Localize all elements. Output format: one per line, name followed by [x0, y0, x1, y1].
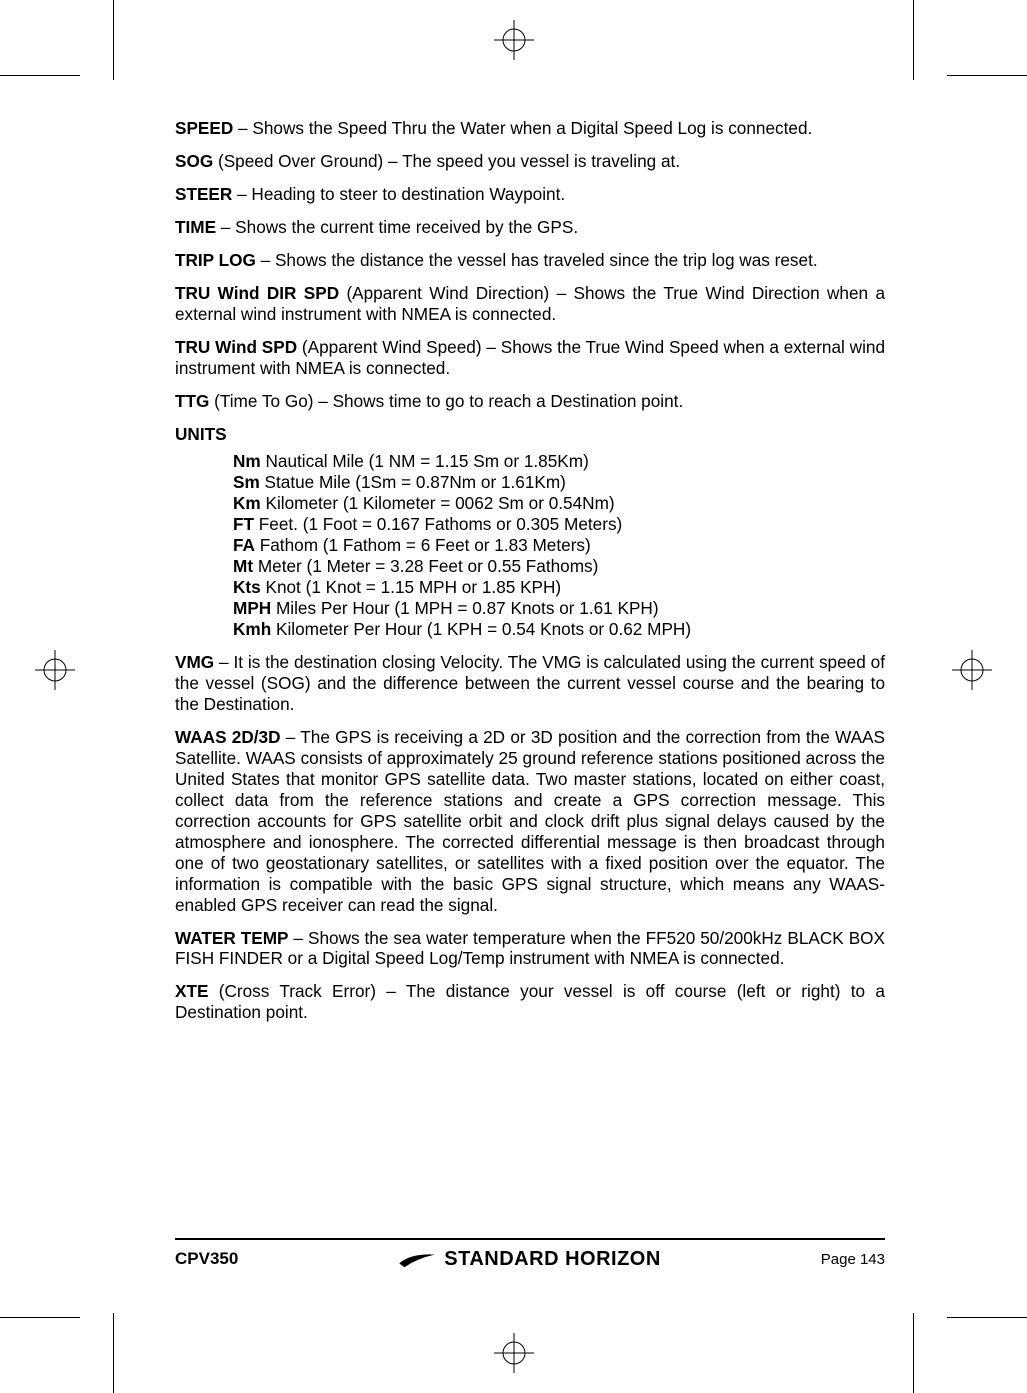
sep: –	[232, 184, 251, 204]
term: TRU Wind SPD	[175, 337, 297, 357]
registration-mark-icon	[494, 20, 534, 60]
abbr: FT	[233, 514, 254, 534]
units-list: Nm Nautical Mile (1 NM = 1.15 Sm or 1.85…	[233, 451, 885, 640]
swoosh-icon	[398, 1249, 436, 1269]
unit-text: Meter (1 Meter = 3.28 Feet or 0.55 Fatho…	[253, 556, 598, 576]
def-text: The GPS is receiving a 2D or 3D position…	[175, 727, 885, 915]
term: XTE	[175, 981, 208, 1001]
definition-truwinddirspd: TRU Wind DIR SPD (Apparent Wind Directio…	[175, 283, 885, 325]
crop-mark	[0, 1317, 80, 1318]
definition-vmg: VMG – It is the destination closing Velo…	[175, 652, 885, 715]
term: WATER TEMP	[175, 928, 289, 948]
unit-kts: Kts Knot (1 Knot = 1.15 MPH or 1.85 KPH)	[233, 577, 885, 598]
crop-mark	[913, 0, 914, 80]
page-footer: CPV350 STANDARD HORIZON Page 143	[175, 1238, 885, 1271]
term: WAAS 2D/3D	[175, 727, 281, 747]
sep: –	[281, 727, 301, 747]
unit-text: Miles Per Hour (1 MPH = 0.87 Knots or 1.…	[271, 598, 658, 618]
unit-mt: Mt Meter (1 Meter = 3.28 Feet or 0.55 Fa…	[233, 556, 885, 577]
abbr: Mt	[233, 556, 253, 576]
unit-fa: FA Fathom (1 Fathom = 6 Feet or 1.83 Met…	[233, 535, 885, 556]
term: TIME	[175, 217, 216, 237]
sep: –	[256, 250, 275, 270]
unit-text: Nautical Mile (1 NM = 1.15 Sm or 1.85Km)	[261, 451, 589, 471]
abbr: Km	[233, 493, 261, 513]
unit-ft: FT Feet. (1 Foot = 0.167 Fathoms or 0.30…	[233, 514, 885, 535]
unit-kmh: Kmh Kilometer Per Hour (1 KPH = 0.54 Kno…	[233, 619, 885, 640]
unit-km: Km Kilometer (1 Kilometer = 0062 Sm or 0…	[233, 493, 885, 514]
def-text: Shows the distance the vessel has travel…	[275, 250, 818, 270]
crop-mark	[947, 75, 1027, 76]
unit-sm: Sm Statue Mile (1Sm = 0.87Nm or 1.61Km)	[233, 472, 885, 493]
unit-text: Fathom (1 Fathom = 6 Feet or 1.83 Meters…	[255, 535, 591, 555]
footer-rule	[175, 1238, 885, 1240]
unit-text: Feet. (1 Foot = 0.167 Fathoms or 0.305 M…	[254, 514, 622, 534]
paren: (Time To Go) –	[209, 391, 332, 411]
def-text: Shows the Speed Thru the Water when a Di…	[252, 118, 812, 138]
abbr: Nm	[233, 451, 261, 471]
unit-text: Statue Mile (1Sm = 0.87Nm or 1.61Km)	[260, 472, 566, 492]
brand-text: STANDARD HORIZON	[444, 1248, 661, 1271]
sep: –	[233, 118, 252, 138]
sep: –	[216, 217, 235, 237]
crop-mark	[947, 1317, 1027, 1318]
definition-steer: STEER – Heading to steer to destination …	[175, 184, 885, 205]
term: SPEED	[175, 118, 233, 138]
abbr: MPH	[233, 598, 271, 618]
definition-watertemp: WATER TEMP – Shows the sea water tempera…	[175, 928, 885, 970]
paren: (Apparent Wind Direction) –	[339, 283, 573, 303]
definition-truwindspd: TRU Wind SPD (Apparent Wind Speed) – Sho…	[175, 337, 885, 379]
definition-triplog: TRIP LOG – Shows the distance the vessel…	[175, 250, 885, 271]
def-text: Shows time to go to reach a Destination …	[333, 391, 684, 411]
unit-nm: Nm Nautical Mile (1 NM = 1.15 Sm or 1.85…	[233, 451, 885, 472]
registration-mark-icon	[35, 650, 75, 690]
term: STEER	[175, 184, 232, 204]
paren: (Speed Over Ground) –	[213, 151, 402, 171]
page-number: Page 143	[821, 1251, 885, 1268]
paren: (Cross Track Error) –	[208, 981, 405, 1001]
term: VMG	[175, 652, 214, 672]
def-text: It is the destination closing Velocity. …	[175, 652, 885, 714]
crop-mark	[913, 1313, 914, 1393]
sep: –	[289, 928, 308, 948]
unit-text: Kilometer (1 Kilometer = 0062 Sm or 0.54…	[261, 493, 615, 513]
definition-ttg: TTG (Time To Go) – Shows time to go to r…	[175, 391, 885, 412]
definition-time: TIME – Shows the current time received b…	[175, 217, 885, 238]
abbr: Sm	[233, 472, 260, 492]
unit-text: Kilometer Per Hour (1 KPH = 0.54 Knots o…	[271, 619, 691, 639]
definition-xte: XTE (Cross Track Error) – The distance y…	[175, 981, 885, 1023]
definition-sog: SOG (Speed Over Ground) – The speed you …	[175, 151, 885, 172]
footer-model: CPV350	[175, 1249, 238, 1269]
crop-mark	[113, 1313, 114, 1393]
unit-text: Knot (1 Knot = 1.15 MPH or 1.85 KPH)	[261, 577, 561, 597]
def-text: The speed you vessel is traveling at.	[402, 151, 680, 171]
def-text: Heading to steer to destination Waypoint…	[251, 184, 565, 204]
abbr: Kts	[233, 577, 261, 597]
term: TRU Wind DIR SPD	[175, 283, 339, 303]
units-heading: UNITS	[175, 424, 885, 445]
def-text: Shows the current time received by the G…	[235, 217, 578, 237]
term: TTG	[175, 391, 209, 411]
term: SOG	[175, 151, 213, 171]
unit-mph: MPH Miles Per Hour (1 MPH = 0.87 Knots o…	[233, 598, 885, 619]
abbr: Kmh	[233, 619, 271, 639]
term: TRIP LOG	[175, 250, 256, 270]
definition-speed: SPEED – Shows the Speed Thru the Water w…	[175, 118, 885, 139]
sep: –	[214, 652, 233, 672]
crop-mark	[0, 75, 80, 76]
registration-mark-icon	[494, 1333, 534, 1373]
definition-waas: WAAS 2D/3D – The GPS is receiving a 2D o…	[175, 727, 885, 916]
page-body: SPEED – Shows the Speed Thru the Water w…	[175, 118, 885, 1035]
brand-logo: STANDARD HORIZON	[398, 1248, 661, 1271]
abbr: FA	[233, 535, 255, 555]
crop-mark	[113, 0, 114, 80]
registration-mark-icon	[952, 650, 992, 690]
paren: (Apparent Wind Speed) –	[297, 337, 501, 357]
